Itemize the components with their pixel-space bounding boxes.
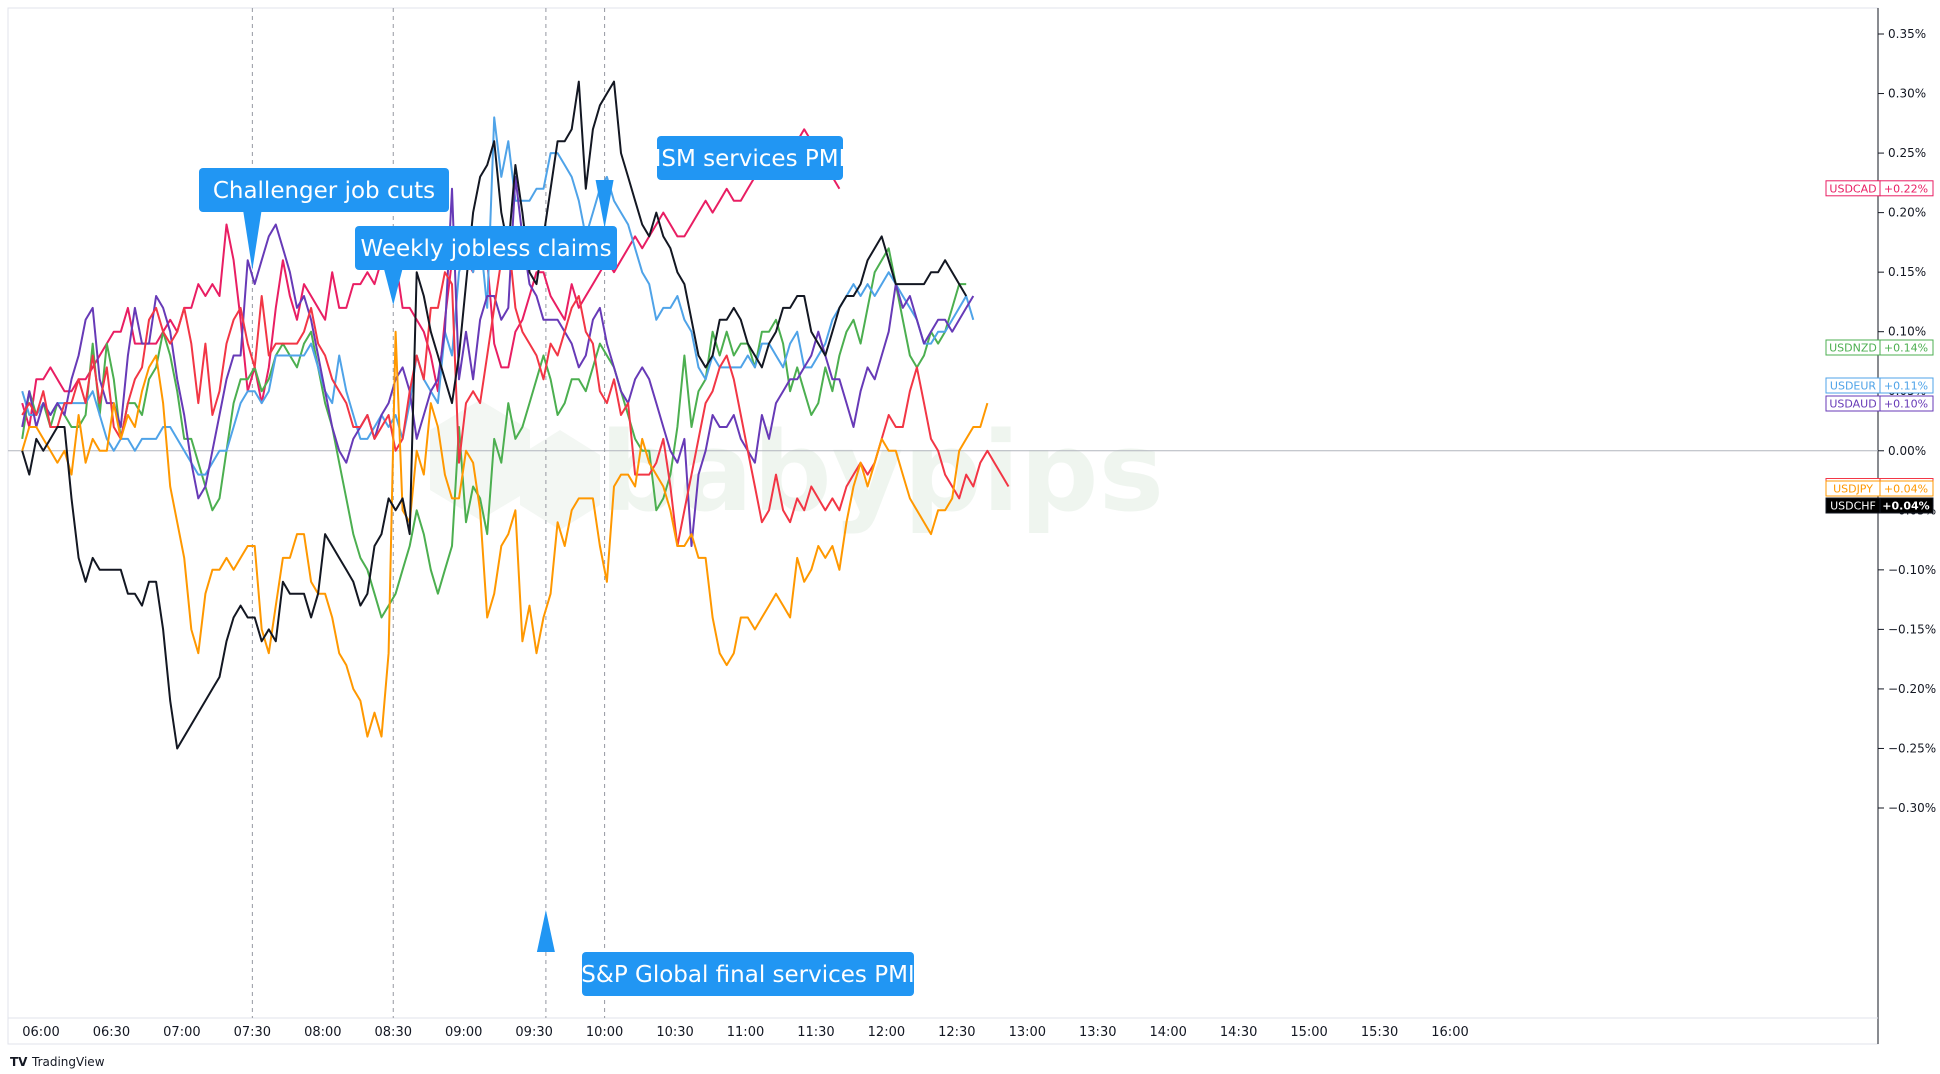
x-tick-label: 12:00 [868,1025,905,1040]
badge-series-name: USDCHF [1830,500,1876,513]
x-tick-label: 13:30 [1079,1025,1116,1040]
x-tick-label: 13:00 [1009,1025,1046,1040]
y-tick-label: 0.20% [1888,206,1926,220]
x-tick-label: 14:00 [1149,1025,1186,1040]
x-tick-label: 09:00 [445,1025,482,1040]
event-callout: S&P Global final services PMI [536,910,915,996]
series-line-usdaud [21,175,975,547]
series-line-usdeur [21,116,975,476]
x-tick-label: 07:00 [163,1025,200,1040]
badge-series-name: USDEUR [1830,380,1877,393]
last-value-badge-usdeur: USDEUR +0.11% [1825,377,1934,394]
x-tick-label: 14:30 [1220,1025,1257,1040]
tradingview-credit[interactable]: TV TradingView [10,1055,105,1069]
x-tick-label: 08:30 [375,1025,412,1040]
y-tick-label: −0.30% [1888,801,1936,815]
watermark-hexagon-icon [430,400,600,530]
tradingview-credit-label: TradingView [31,1055,105,1069]
x-tick-label: 15:00 [1290,1025,1327,1040]
last-value-badge-usdaud: USDAUD +0.10% [1825,395,1934,412]
y-tick-label: −0.15% [1888,622,1936,636]
y-tick-label: 0.25% [1888,146,1926,160]
badge-series-name: USDCAD [1829,182,1876,195]
x-tick-label: 09:30 [515,1025,552,1040]
last-value-badge-usdcad: USDCAD +0.22% [1825,180,1934,197]
x-tick-label: 07:30 [234,1025,271,1040]
last-value-badge-usdchf: USDCHF +0.04% [1825,497,1934,514]
x-tick-label: 16:00 [1431,1025,1468,1040]
event-callout-label: ISM services PMI [655,146,846,172]
badge-last-value: +0.22% [1884,182,1928,195]
y-tick-label: 0.35% [1888,27,1926,41]
y-tick-label: −0.25% [1888,741,1936,755]
event-callout: Weekly jobless claims [355,226,617,305]
badge-series-name: USDAUD [1829,398,1876,411]
x-tick-label: 08:00 [304,1025,341,1040]
y-tick-label: 0.30% [1888,87,1926,101]
event-callout-label: Weekly jobless claims [360,236,611,262]
badge-last-value: +0.04% [1882,500,1929,513]
y-tick-label: −0.10% [1888,563,1936,577]
x-tick-label: 15:30 [1361,1025,1398,1040]
badge-last-value: +0.11% [1884,380,1928,393]
badge-series-name: USDJPY [1833,483,1873,496]
badge-last-value: +0.10% [1884,398,1928,411]
tradingview-logo-icon: TV [10,1055,28,1069]
x-tick-label: 10:00 [586,1025,623,1040]
series-line-usdchf [21,80,968,750]
x-tick-label: 12:30 [938,1025,975,1040]
event-callout-label: S&P Global final services PMI [581,962,914,988]
last-value-badge-usdjpy: USDJPY +0.04% [1825,480,1934,497]
watermark-text: babypips [600,408,1164,536]
last-value-badge-usdnzd: USDNZD +0.14% [1825,339,1934,356]
y-tick-label: −0.20% [1888,682,1936,696]
event-callout-label: Challenger job cuts [213,178,435,204]
x-tick-label: 11:30 [797,1025,834,1040]
x-tick-label: 10:30 [656,1025,693,1040]
badge-series-name: USDNZD [1829,342,1877,355]
event-callout: Challenger job cuts [199,168,449,270]
x-tick-label: 06:30 [93,1025,130,1040]
series-line-usdjpy [21,330,989,738]
x-tick-label: 11:00 [727,1025,764,1040]
y-tick-label: 0.10% [1888,325,1926,339]
badge-last-value: +0.04% [1884,483,1928,496]
y-tick-label: 0.15% [1888,265,1926,279]
series-line-usdcad [21,128,841,428]
y-tick-label: 0.00% [1888,444,1926,458]
badge-last-value: +0.14% [1884,342,1928,355]
event-callout: ISM services PMI [595,136,846,228]
series-line-usdnzd [21,247,967,619]
series-line-usdgbp [21,235,1010,547]
x-tick-label: 06:00 [22,1025,59,1040]
